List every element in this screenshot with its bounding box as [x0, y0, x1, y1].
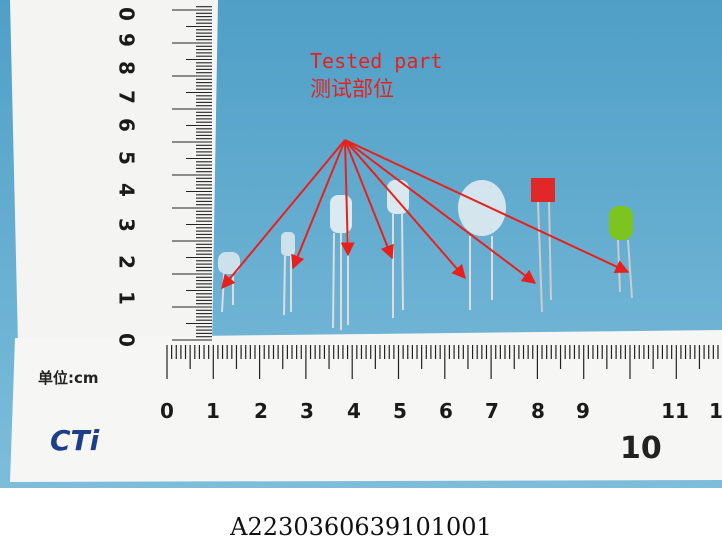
- ruler-label: 9: [576, 399, 590, 423]
- arrow: [344, 139, 394, 260]
- ruler-label: 11: [661, 399, 689, 423]
- ruler-label: 1: [115, 291, 139, 305]
- unit-label: 单位:cm: [38, 369, 99, 387]
- ruler-label: 0: [160, 399, 174, 423]
- arrow: [344, 139, 466, 280]
- horizontal-ruler: [10, 330, 722, 482]
- ruler-label: 0: [115, 333, 139, 347]
- ruler-label: 3: [300, 399, 314, 423]
- ruler-label: 4: [115, 183, 139, 197]
- ruler-ticks: [166, 6, 719, 379]
- annotation-text-en: Tested part: [310, 49, 442, 73]
- arrow: [344, 139, 630, 274]
- ruler-label: 2: [115, 255, 139, 269]
- arrow: [291, 139, 346, 270]
- ruler-label: 7: [485, 399, 499, 423]
- led-components: [218, 178, 633, 330]
- vertical-ruler: [10, 0, 218, 345]
- ruler-label: 0: [115, 7, 139, 21]
- ruler-label: 6: [439, 399, 453, 423]
- ruler-label: 8: [115, 61, 139, 75]
- ruler-label: 4: [347, 399, 361, 423]
- big-ruler-label: 10: [620, 431, 662, 466]
- arrow: [221, 139, 346, 290]
- brand-logo: CTi: [50, 424, 100, 457]
- ruler-label: 7: [115, 90, 139, 104]
- ruler-label: 1: [709, 399, 722, 423]
- caption-strip: [0, 488, 722, 549]
- ruler-label: 3: [115, 218, 139, 232]
- ruler-label: 2: [254, 399, 268, 423]
- annotation-arrows: [221, 139, 630, 290]
- ruler-label: 8: [531, 399, 545, 423]
- caption: A2230360639101001: [229, 513, 492, 541]
- ruler-label: 1: [206, 399, 220, 423]
- ruler-label: 5: [393, 399, 407, 423]
- arrow: [340, 139, 355, 257]
- arrow: [344, 139, 537, 284]
- annotation-text-zh: 测试部位: [310, 77, 394, 101]
- ruler-label: 6: [115, 118, 139, 132]
- ruler-label: 9: [115, 33, 139, 47]
- ruler-label: 5: [115, 151, 139, 165]
